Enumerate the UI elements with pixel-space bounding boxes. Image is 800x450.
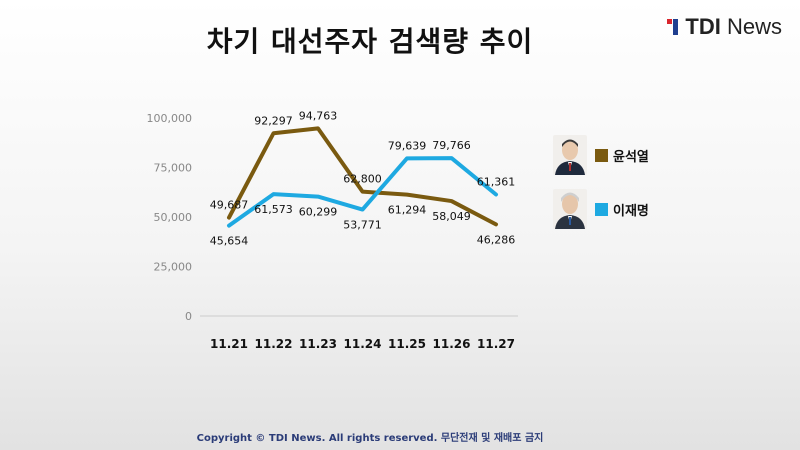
legend-item-lee: 이재명 bbox=[553, 189, 649, 229]
data-label-lee: 45,654 bbox=[210, 235, 249, 248]
data-label-lee: 61,361 bbox=[477, 176, 516, 189]
avatar-lee bbox=[553, 189, 587, 229]
chart-title: 차기 대선주자 검색량 추이 bbox=[206, 25, 534, 58]
y-tick-label: 0 bbox=[185, 310, 192, 323]
copyright-footer: Copyright © TDI News. All rights reserve… bbox=[196, 433, 544, 444]
x-tick-label: 11.27 bbox=[477, 337, 515, 351]
data-label-lee: 53,771 bbox=[343, 219, 382, 232]
x-tick-label: 11.22 bbox=[255, 337, 293, 351]
legend-swatch-yoon bbox=[595, 148, 608, 162]
legend-item-yoon: 윤석열 bbox=[553, 135, 649, 175]
y-tick-label: 75,000 bbox=[154, 162, 193, 175]
x-tick-label: 11.24 bbox=[344, 337, 382, 351]
data-label-yoon: 92,297 bbox=[254, 114, 293, 127]
data-label-yoon: 94,763 bbox=[299, 109, 338, 122]
data-label-yoon: 58,049 bbox=[432, 210, 471, 223]
x-tick-label: 11.25 bbox=[388, 337, 426, 351]
legend-label-lee: 이재명 bbox=[613, 203, 649, 219]
logo-mark-icon bbox=[667, 19, 681, 35]
avatar-yoon bbox=[553, 135, 587, 175]
y-tick-label: 50,000 bbox=[154, 211, 193, 224]
y-tick-label: 100,000 bbox=[147, 112, 193, 125]
x-tick-label: 11.21 bbox=[210, 337, 248, 351]
x-tick-label: 11.23 bbox=[299, 337, 337, 351]
data-label-yoon: 61,294 bbox=[388, 204, 427, 217]
data-label-lee: 61,573 bbox=[254, 203, 293, 216]
data-label-yoon: 49,687 bbox=[210, 199, 249, 212]
data-label-yoon: 46,286 bbox=[477, 233, 516, 246]
x-tick-label: 11.26 bbox=[433, 337, 471, 351]
series-line-yoon bbox=[227, 126, 498, 227]
data-label-yoon: 62,800 bbox=[343, 173, 382, 186]
data-label-lee: 60,299 bbox=[299, 206, 338, 219]
data-label-lee: 79,639 bbox=[388, 139, 427, 152]
series-line-lee bbox=[227, 156, 498, 228]
legend-swatch-lee bbox=[595, 202, 608, 216]
logo-bold-text: TDI bbox=[685, 14, 721, 39]
y-tick-label: 25,000 bbox=[154, 261, 193, 274]
logo-text: News bbox=[726, 14, 782, 39]
legend: 윤석열 이재명 bbox=[553, 135, 649, 243]
data-label-lee: 79,766 bbox=[432, 139, 471, 152]
legend-label-yoon: 윤석열 bbox=[613, 149, 649, 165]
tdi-news-logo: TDI News bbox=[667, 14, 782, 40]
